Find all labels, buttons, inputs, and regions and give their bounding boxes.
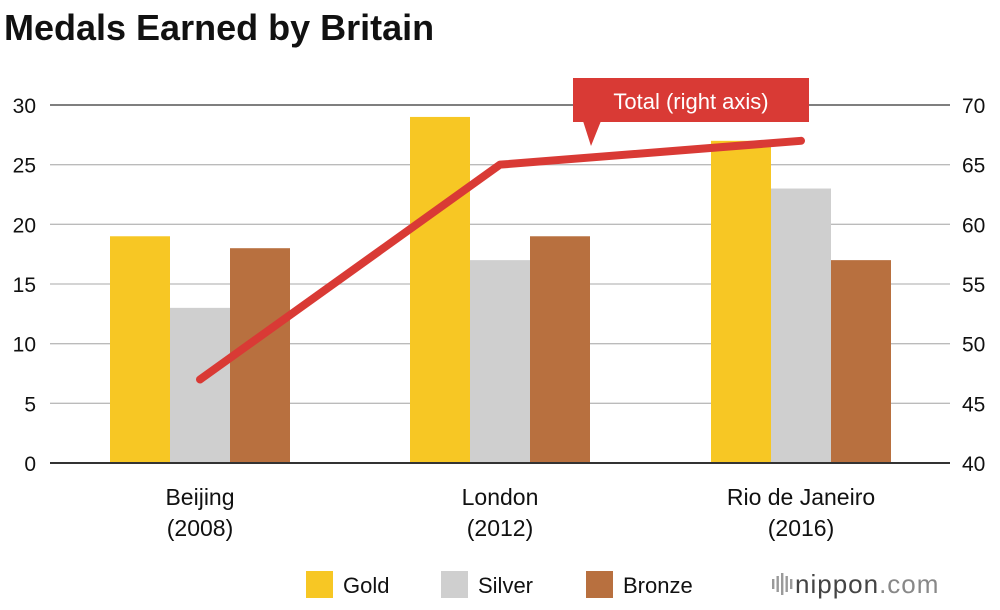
callout-pointer [583, 121, 601, 146]
right-tick-label: 65 [962, 155, 985, 178]
logo-bar [781, 573, 784, 595]
right-tick-label: 45 [962, 393, 985, 416]
left-tick-label: 30 [13, 95, 36, 118]
gold-legend-swatch [306, 571, 333, 598]
category-label: Rio de Janeiro [727, 484, 875, 510]
silver-legend-swatch [441, 571, 468, 598]
brand-tld: .com [879, 569, 939, 599]
silver-bar [170, 307, 230, 463]
bronze-bar [831, 260, 891, 463]
gold-legend-label: Gold [343, 573, 389, 598]
chart-title: Medals Earned by Britain [4, 7, 434, 48]
left-tick-label: 10 [13, 334, 36, 357]
silver-bar [470, 260, 530, 463]
category-label: (2008) [167, 515, 233, 541]
left-tick-label: 0 [24, 453, 36, 476]
logo-bar [772, 579, 775, 589]
legend: Gold Silver Bronze [306, 571, 693, 598]
logo-bar [785, 576, 788, 592]
total-callout: Total (right axis) [573, 78, 809, 146]
gold-bar [711, 140, 771, 464]
right-tick-label: 55 [962, 274, 985, 297]
bars [50, 116, 950, 464]
right-tick-label: 60 [962, 214, 985, 237]
total-line [196, 136, 805, 384]
left-axis: 0 5 10 15 20 25 30 [13, 95, 36, 476]
silver-bar [771, 188, 831, 464]
silver-legend-label: Silver [478, 573, 533, 598]
gold-bar [410, 116, 470, 463]
nippon-logo-icon [772, 573, 793, 595]
category-label: (2012) [467, 515, 533, 541]
right-tick-label: 50 [962, 334, 985, 357]
right-tick-label: 70 [962, 95, 985, 118]
category-label: Beijing [165, 484, 234, 510]
logo-bar [790, 579, 793, 589]
svg-text:nippon.com: nippon.com [795, 569, 939, 599]
category-labels: Beijing (2008) London (2012) Rio de Janeiro (… [165, 484, 875, 541]
bronze-legend-label: Bronze [623, 573, 693, 598]
logo-bar [776, 576, 779, 592]
left-tick-label: 15 [13, 274, 36, 297]
brand-name: nippon [795, 569, 879, 599]
category-label: (2016) [768, 515, 834, 541]
bronze-bar [530, 236, 590, 463]
left-tick-label: 25 [13, 155, 36, 178]
right-tick-label: 40 [962, 453, 985, 476]
callout-label: Total (right axis) [613, 89, 768, 114]
callout-box [573, 78, 809, 122]
bronze-legend-swatch [586, 571, 613, 598]
gold-bar [110, 236, 170, 463]
left-tick-label: 20 [13, 214, 36, 237]
nippon-logo: nippon.com [772, 569, 939, 599]
left-tick-label: 5 [24, 393, 36, 416]
category-label: London [462, 484, 539, 510]
right-axis: 40 45 50 55 60 65 70 [962, 95, 985, 476]
